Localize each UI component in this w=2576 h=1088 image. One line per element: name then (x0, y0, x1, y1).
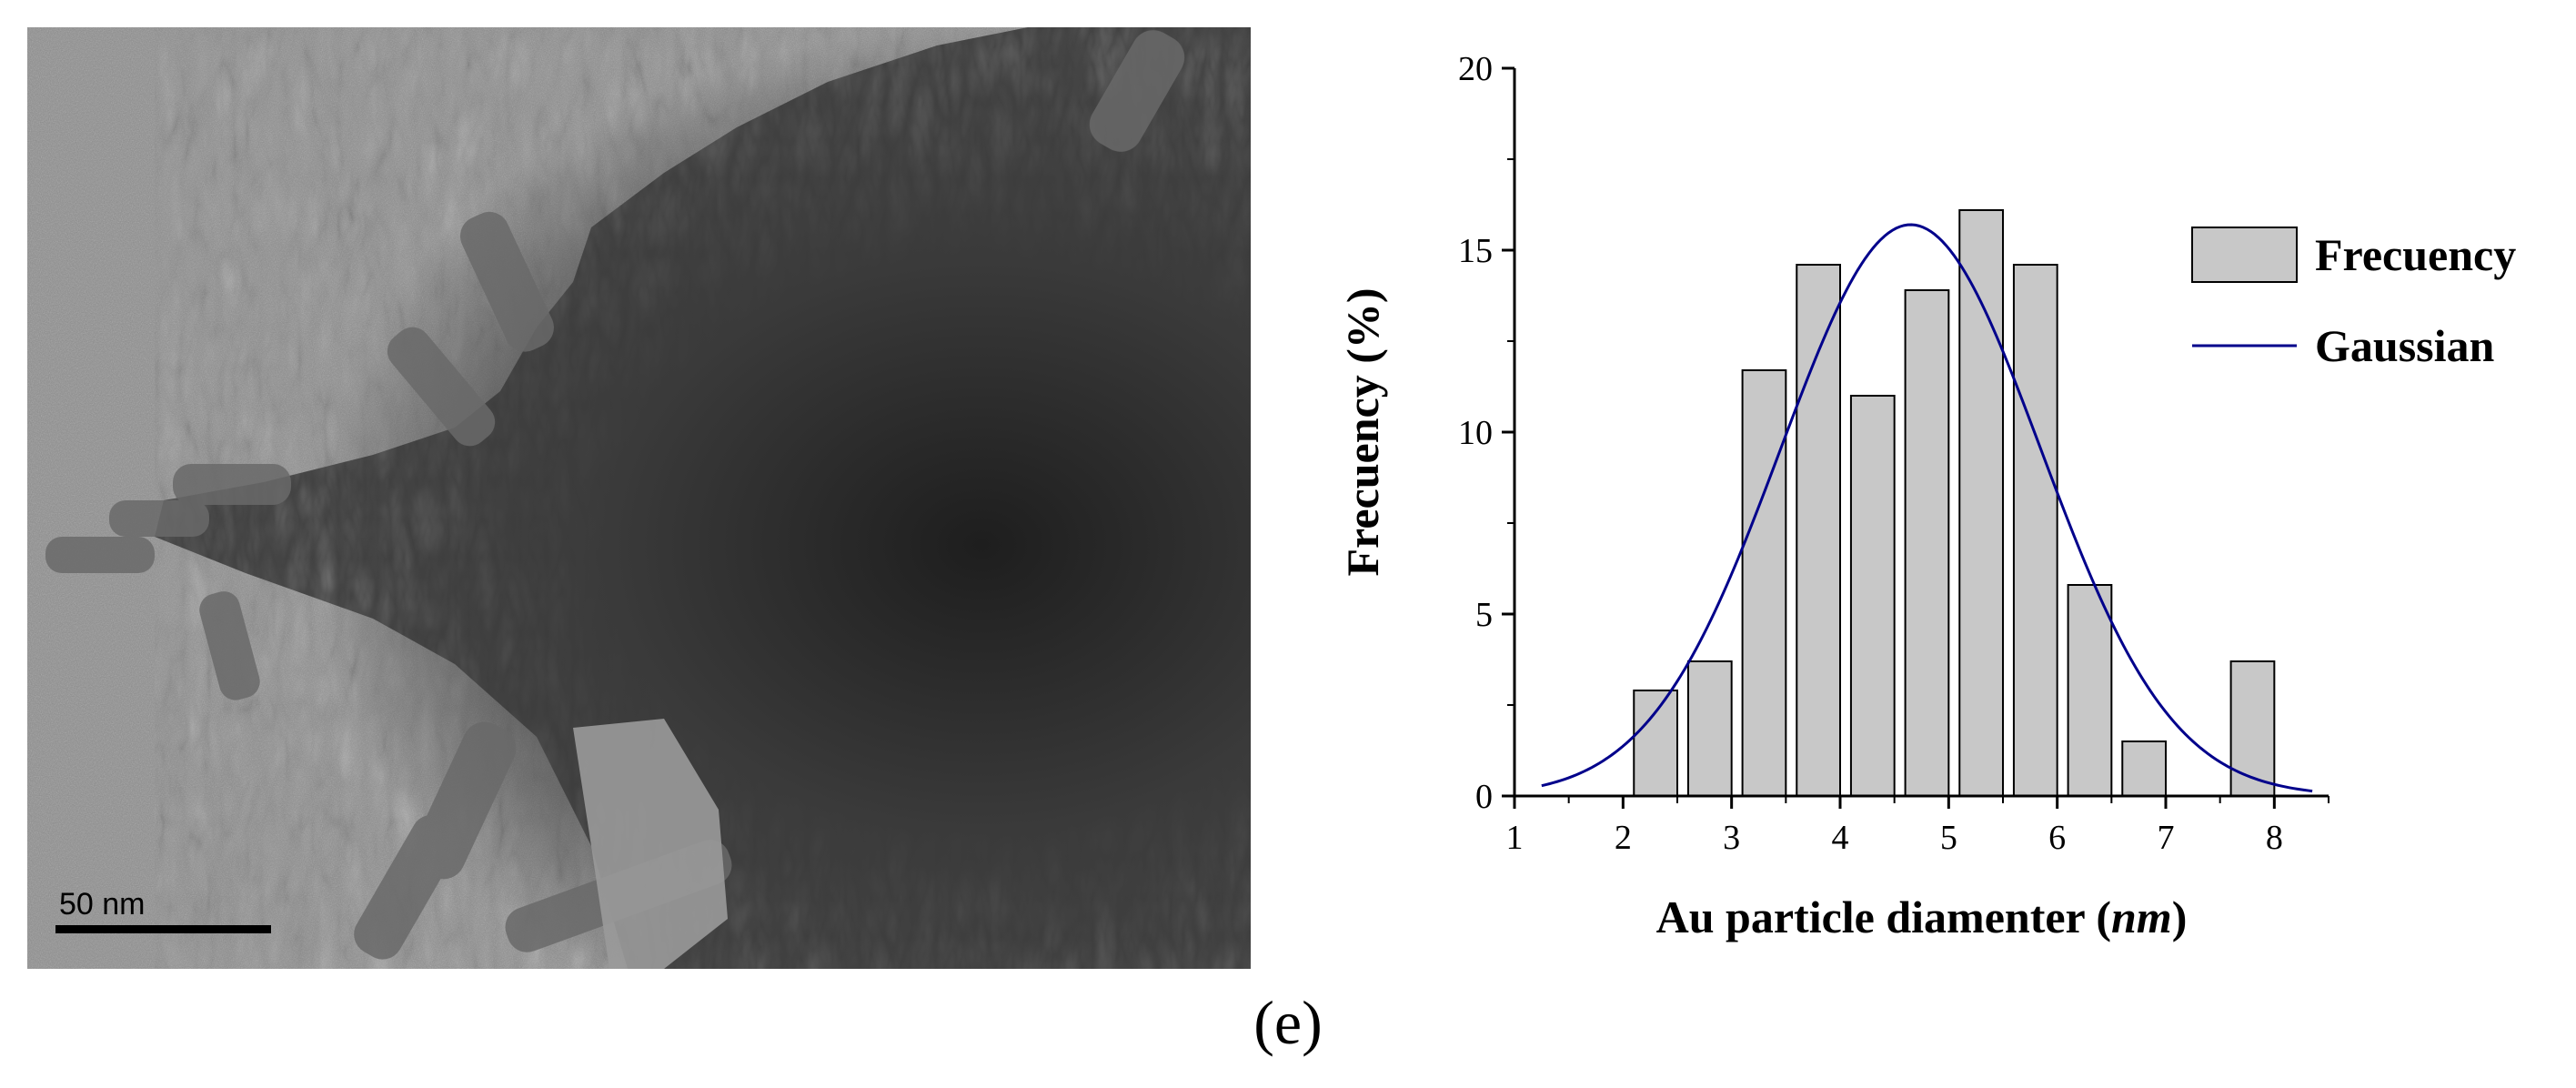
x-axis-label: Au particle diamenter (nm) (1656, 892, 2188, 942)
y-tick-label: 5 (1475, 596, 1493, 634)
x-tick-label: 3 (1723, 819, 1740, 857)
tem-micrograph: 50 nm (27, 27, 1251, 969)
y-tick-label: 20 (1458, 50, 1493, 88)
histogram-bar (1686, 660, 1733, 797)
histogram-bar (2067, 584, 2113, 797)
histogram-chart: 1 2 3 4 5 6 7 8 0 5 10 15 20 Au particle diamenter (n… (1337, 50, 2516, 942)
legend-bar-swatch (2191, 227, 2298, 283)
x-tick-label: 2 (1615, 819, 1632, 857)
x-tick-label: 5 (1940, 819, 1957, 857)
histogram-bar (1633, 690, 1678, 797)
gaussian-curve (1541, 223, 2313, 793)
tem-micrograph-image (27, 27, 1251, 969)
x-tick-label: 8 (2266, 819, 2283, 857)
x-tick-label: 6 (2048, 819, 2066, 857)
x-tick-label: 4 (1832, 819, 1849, 857)
histogram-bar (1904, 289, 1950, 797)
histogram-bar (1849, 395, 1896, 797)
y-tick-label: 10 (1458, 414, 1493, 452)
histogram-bar (1796, 264, 1841, 797)
scale-bar-label: 50 nm (59, 887, 146, 922)
x-tick-label: 1 (1506, 819, 1524, 857)
histogram-bar (2229, 660, 2276, 797)
y-tick-label: 15 (1458, 232, 1493, 270)
panel-caption: (e) (1253, 988, 1323, 1057)
y-tick-label: 0 (1475, 778, 1493, 816)
legend-label: Frecuency (2315, 229, 2516, 280)
histogram-bar (2012, 264, 2058, 797)
legend-label: Gaussian (2315, 320, 2495, 371)
histogram-bar (2121, 740, 2167, 797)
scale-bar (55, 925, 271, 933)
x-tick-label: 7 (2158, 819, 2175, 857)
histogram-bar (1741, 369, 1787, 797)
histogram-bar (1958, 209, 2004, 797)
y-axis-label: Frecuency (%) (1337, 287, 1388, 576)
